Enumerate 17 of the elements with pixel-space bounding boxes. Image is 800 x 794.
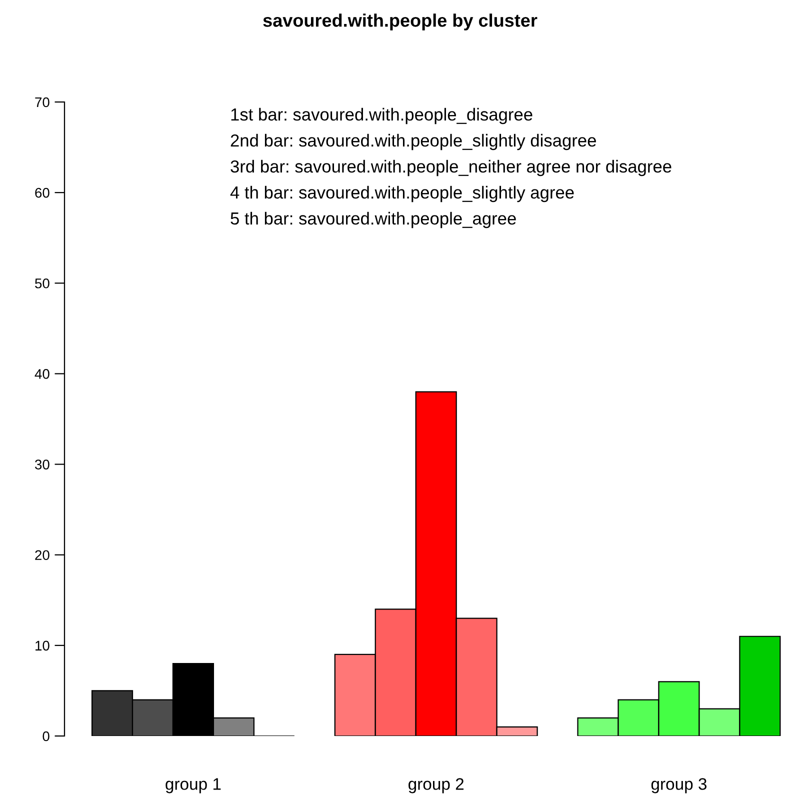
chart-title: savoured.with.people by cluster [263, 14, 538, 30]
y-tick-label: 30 [35, 460, 50, 470]
y-tick-label: 70 [35, 97, 50, 108]
y-tick-label: 40 [34, 369, 50, 379]
x-tick-label: group 2 [408, 778, 464, 794]
y-tick-label: 10 [36, 640, 50, 651]
x-tick-label: group 3 [651, 778, 706, 794]
x-tick-label: group 1 [166, 778, 221, 794]
annotation: 5 th bar: savoured.with.people_agree [230, 212, 516, 228]
y-tick-label: 50 [35, 278, 50, 288]
annotation: 2nd bar: savoured.with.people_slightly disagree [230, 134, 596, 150]
y-tick-label: 0 [42, 731, 50, 742]
annotation: 3rd bar: savoured.with.people_neither agree nor disagree [230, 160, 672, 176]
y-tick-label: 20 [35, 550, 50, 560]
annotation: 1st bar: savoured.with.people_disagree [231, 108, 532, 124]
annotation: 4 th bar: savoured.with.people_slightly agree [230, 186, 574, 202]
y-tick-label: 60 [35, 188, 50, 198]
